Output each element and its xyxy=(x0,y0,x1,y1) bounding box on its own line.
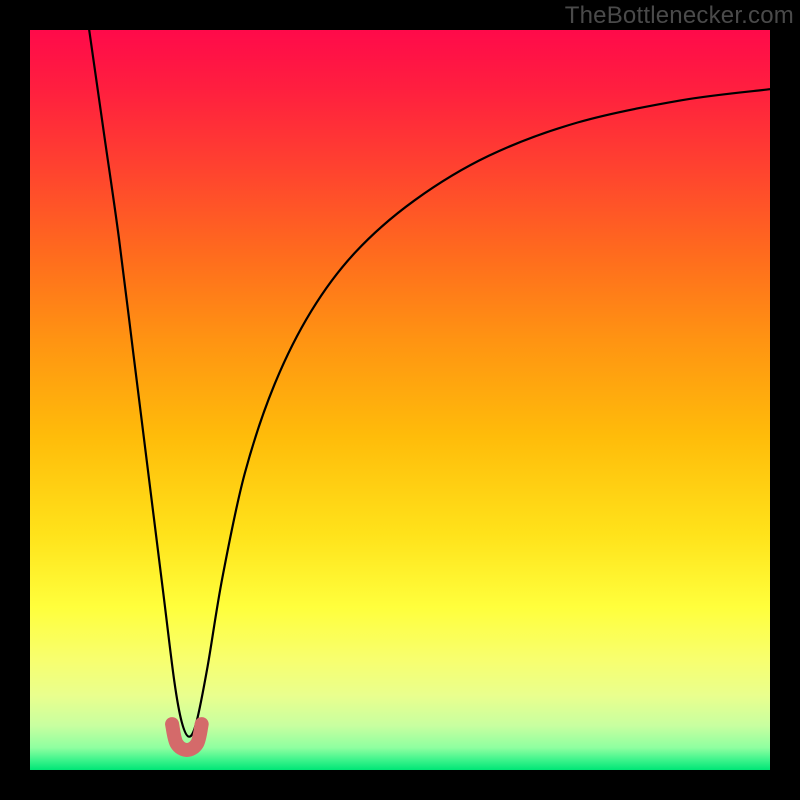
bottleneck-chart xyxy=(0,0,800,800)
watermark-text: TheBottlenecker.com xyxy=(565,2,794,30)
plot-background xyxy=(30,30,770,770)
